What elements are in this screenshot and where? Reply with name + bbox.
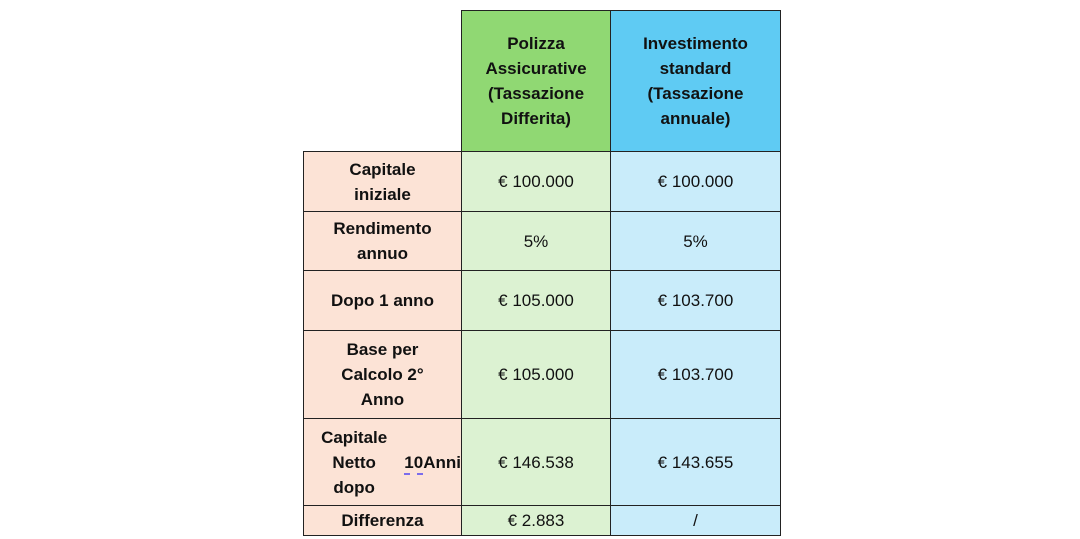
cell-polizza-capitale-netto: € 146.538: [461, 418, 611, 506]
cell-polizza-dopo-1-anno: € 105.000: [461, 270, 611, 331]
header-standard: Investimento standard (Tassazione annual…: [610, 10, 781, 152]
row-label-differenza: Differenza: [303, 505, 462, 536]
row-label-rendimento: Rendimento annuo: [303, 211, 462, 271]
label-text-2: Anni: [423, 452, 461, 472]
cell-polizza-base-calcolo: € 105.000: [461, 330, 611, 419]
cell-standard-base-calcolo: € 103.700: [610, 330, 781, 419]
label-number-10: 10: [404, 452, 424, 472]
cell-standard-dopo-1-anno: € 103.700: [610, 270, 781, 331]
cell-polizza-rendimento: 5%: [461, 211, 611, 271]
cell-polizza-capitale-iniziale: € 100.000: [461, 151, 611, 212]
header-polizza: Polizza Assicurative (Tassazione Differi…: [461, 10, 611, 152]
cell-standard-capitale-iniziale: € 100.000: [610, 151, 781, 212]
cell-standard-capitale-netto: € 143.655: [610, 418, 781, 506]
row-label-capitale-netto: Capitale Netto dopo 10 Anni: [303, 418, 462, 506]
row-label-capitale-iniziale: Capitale iniziale: [303, 151, 462, 212]
row-label-dopo-1-anno: Dopo 1 anno: [303, 270, 462, 331]
label-text-1: Capitale Netto dopo: [321, 427, 388, 497]
cell-standard-rendimento: 5%: [610, 211, 781, 271]
cell-standard-differenza: /: [610, 505, 781, 536]
cell-polizza-differenza: € 2.883: [461, 505, 611, 536]
row-label-base-calcolo: Base per Calcolo 2° Anno: [303, 330, 462, 419]
